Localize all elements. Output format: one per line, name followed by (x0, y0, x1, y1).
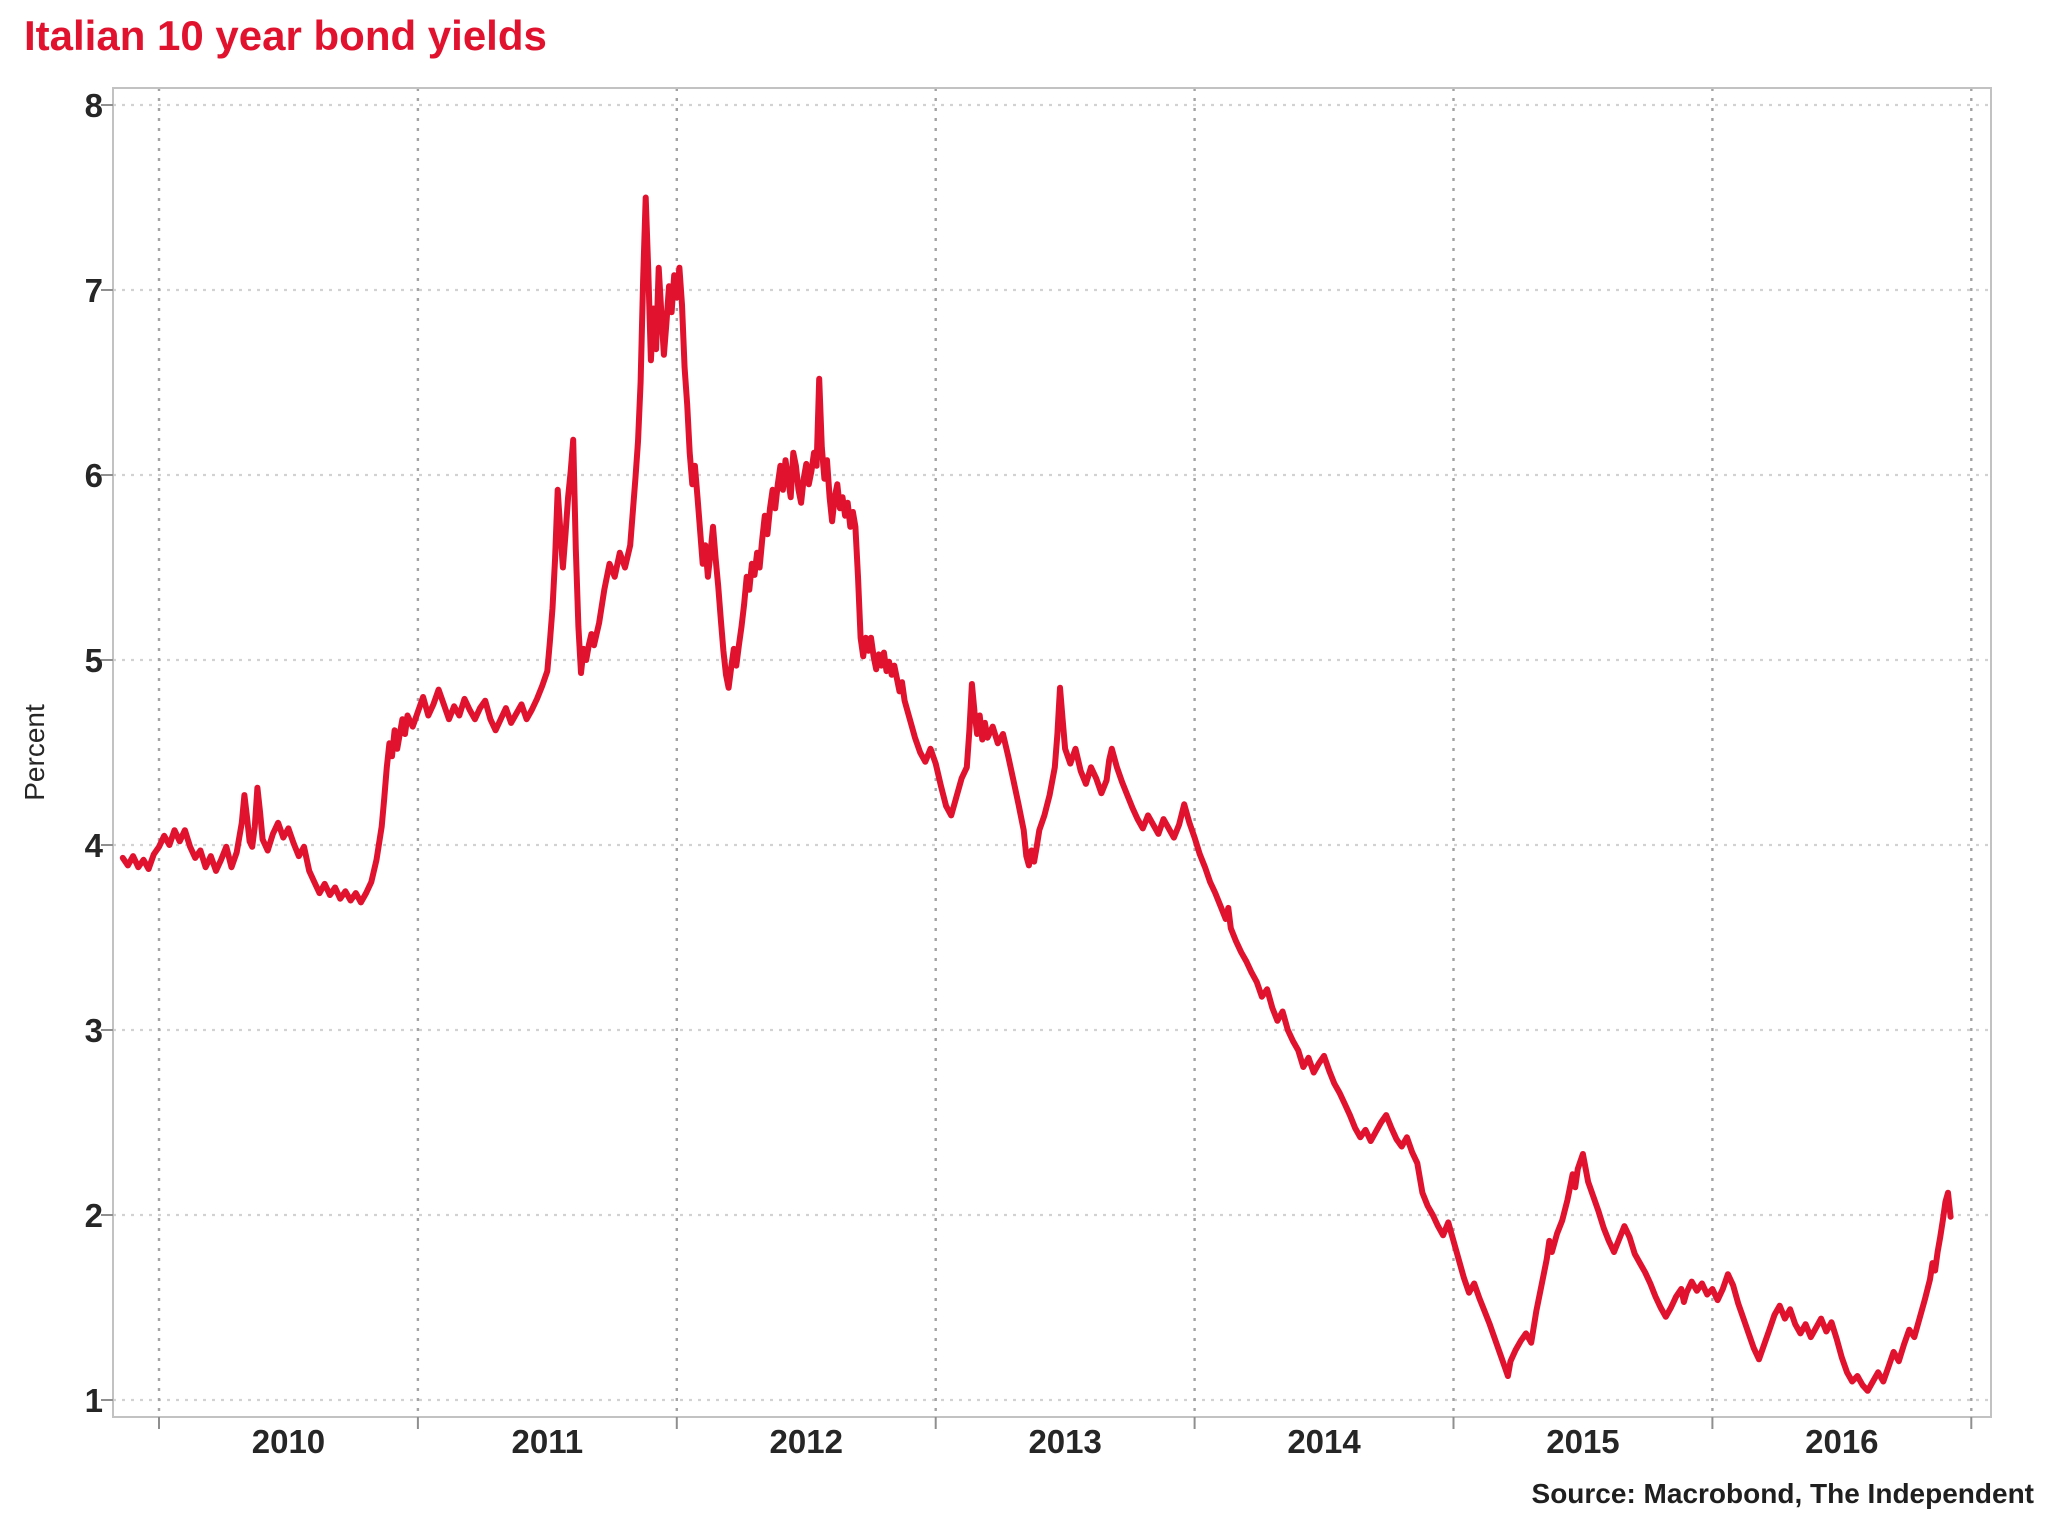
y-axis-title-text: Percent (19, 704, 50, 801)
plot-border (112, 87, 1992, 1418)
y-tick-label: 6 (85, 457, 103, 494)
x-axis-labels: 2010 2011 2012 2013 2014 2015 2016 (252, 1423, 1879, 1460)
yield-line-series (119, 194, 1954, 1394)
chart-title: Italian 10 year bond yields (24, 12, 547, 59)
y-tick-label: 4 (85, 827, 104, 864)
x-tick-label: 2015 (1546, 1423, 1619, 1460)
vertical-gridlines (157, 88, 1973, 1417)
horizontal-gridlines (113, 103, 1991, 1402)
plot-border-rect (112, 87, 1992, 1418)
y-tick-label: 7 (85, 272, 103, 309)
yield-line (119, 194, 1954, 1394)
axis-ticks (101, 104, 1973, 1429)
x-tick-label: 2016 (1805, 1423, 1878, 1460)
y-tick-label: 5 (85, 642, 103, 679)
y-axis-labels: 8 7 6 5 4 3 2 1 (85, 87, 104, 1419)
y-tick-label: 2 (85, 1197, 103, 1234)
x-tick-label: 2013 (1028, 1423, 1101, 1460)
y-axis-title: Percent (19, 704, 50, 801)
x-tick-label: 2010 (252, 1423, 325, 1460)
y-tick-label: 8 (85, 87, 103, 124)
x-tick-label: 2012 (770, 1423, 843, 1460)
y-tick-label: 3 (85, 1012, 103, 1049)
y-tick-label: 1 (85, 1382, 103, 1419)
x-tick-label: 2014 (1287, 1423, 1361, 1460)
source-credit: Source: Macrobond, The Independent (1531, 1478, 2034, 1509)
x-tick-label: 2011 (512, 1423, 584, 1460)
